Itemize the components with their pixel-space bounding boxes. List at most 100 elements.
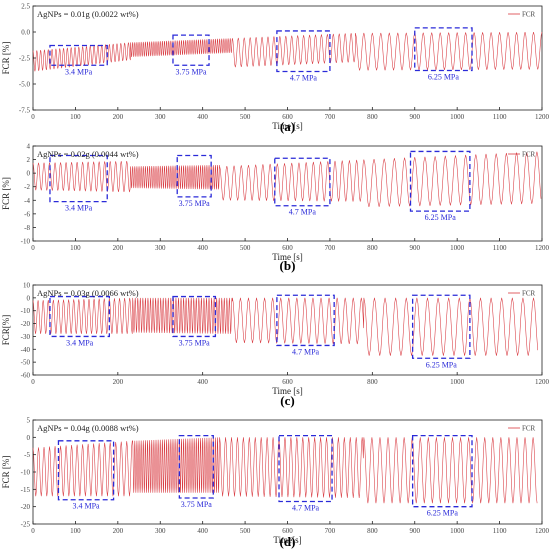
y-tick-label: 0 — [27, 294, 31, 302]
plot-frame — [32, 284, 543, 376]
pressure-region-box — [178, 434, 214, 499]
x-axis-label: Time[s] — [273, 535, 301, 545]
chart-panel-d: 3.4 MPa 3.75 MPa 4.7 MPa 6.25 MPa 0 100 200 300… — [1, 417, 550, 550]
pressure-region-box — [276, 30, 331, 73]
pressure-region-label: 3.4 MPa — [65, 67, 93, 76]
pressure-region-box — [172, 295, 217, 338]
x-tick-label: 1200 — [535, 378, 550, 386]
y-tick-label: -8 — [24, 224, 30, 232]
plot-frame — [32, 5, 543, 111]
x-tick-label: 300 — [155, 113, 166, 121]
pressure-region-box — [409, 150, 471, 212]
x-tick-label: 500 — [240, 244, 251, 252]
x-tick-label: 0 — [31, 244, 35, 252]
sample-annotation: AgNPs = 0.04g (0.0088 wt%) — [37, 423, 139, 433]
pressure-region-label: 3.75 MPa — [175, 67, 207, 76]
y-tick-label: -10 — [21, 469, 31, 477]
x-tick-label: 300 — [155, 527, 166, 535]
legend-label: FCR — [522, 425, 536, 433]
fcr-series-line — [32, 437, 538, 504]
pressure-region-box — [276, 294, 335, 347]
x-tick-label: 300 — [155, 244, 166, 252]
x-tick-label: 400 — [197, 527, 208, 535]
plot-frame — [32, 145, 543, 242]
x-tick-label: 100 — [70, 113, 81, 121]
y-tick-label: -50 — [21, 359, 31, 367]
panel-label: (b) — [280, 258, 296, 273]
y-tick-label: -5.0 — [19, 81, 31, 89]
legend-label: FCR — [522, 151, 536, 159]
x-tick-label: 500 — [240, 113, 251, 121]
y-tick-label: -4 — [24, 197, 30, 205]
pressure-region-box — [49, 154, 108, 203]
pressure-region-label: 6.25 MPa — [427, 509, 459, 518]
pressure-region-label: 4.7 MPa — [292, 347, 320, 356]
panel-label: (d) — [280, 534, 296, 549]
pressure-region-box — [49, 44, 108, 66]
sample-annotation: AgNPs = 0.03g (0.0066 wt%) — [37, 288, 139, 298]
x-tick-label: 1100 — [493, 113, 507, 121]
y-tick-label: -15 — [21, 486, 31, 494]
pressure-region-box — [278, 434, 333, 503]
pressure-region-label: 3.75 MPa — [179, 338, 211, 347]
x-tick-label: 700 — [325, 244, 336, 252]
x-tick-label: 1000 — [450, 244, 465, 252]
x-tick-label: 400 — [197, 244, 208, 252]
x-tick-label: 1000 — [450, 378, 465, 386]
x-tick-label: 200 — [113, 527, 124, 535]
y-tick-label: -60 — [21, 372, 31, 380]
x-tick-label: 0 — [31, 527, 35, 535]
y-tick-label: -25 — [21, 521, 31, 529]
x-tick-label: 800 — [367, 527, 378, 535]
x-tick-label: 500 — [240, 527, 251, 535]
x-tick-label: 800 — [367, 378, 378, 386]
pressure-region-box — [176, 154, 212, 198]
y-tick-label: 10 — [23, 282, 31, 290]
x-tick-label: 800 — [367, 244, 378, 252]
x-tick-label: 600 — [282, 113, 293, 121]
pressure-region-label: 3.4 MPa — [72, 502, 100, 511]
pressure-region-label: 3.75 MPa — [181, 500, 213, 509]
pressure-region-label: 4.7 MPa — [290, 74, 318, 83]
chart-panel-a: 3.4 MPa 3.75 MPa 4.7 MPa 6.25 MPa 0 100 200 300… — [1, 3, 550, 135]
x-tick-label: 200 — [113, 113, 124, 121]
x-tick-label: 600 — [282, 527, 293, 535]
x-tick-label: 100 — [70, 527, 81, 535]
y-tick-label: 2.5 — [21, 3, 30, 11]
pressure-region-box — [274, 157, 331, 207]
x-tick-label: 600 — [282, 378, 293, 386]
pressure-region-label: 3.4 MPa — [65, 204, 93, 213]
pressure-region-label: 4.7 MPa — [292, 503, 320, 512]
y-axis-label: FCR [%] — [1, 456, 11, 489]
y-tick-label: 0 — [27, 434, 31, 442]
pressure-region-box — [57, 440, 115, 501]
x-axis-label: Time [s] — [272, 386, 302, 396]
pressure-region-label: 3.75 MPa — [179, 199, 211, 208]
y-tick-label: 0.0 — [21, 29, 30, 37]
y-tick-label: 4 — [27, 143, 31, 151]
y-axis-label: FCR[%] — [1, 315, 11, 346]
y-tick-label: -5 — [24, 451, 30, 459]
y-tick-label: -7.5 — [19, 107, 31, 115]
x-tick-label: 700 — [325, 113, 336, 121]
x-tick-label: 0 — [31, 378, 35, 386]
pressure-region-box — [49, 295, 111, 338]
x-tick-label: 1200 — [535, 527, 550, 535]
y-axis-label: FCR [%] — [1, 177, 11, 210]
pressure-region-box — [414, 27, 473, 72]
pressure-region-label: 6.25 MPa — [428, 72, 460, 81]
fcr-series-line — [32, 297, 539, 356]
x-tick-label: 800 — [367, 113, 378, 121]
y-tick-label: 2 — [27, 156, 31, 164]
y-tick-label: -40 — [21, 346, 31, 354]
pressure-region-label: 4.7 MPa — [289, 208, 317, 217]
pressure-region-box — [411, 294, 471, 359]
y-tick-label: -2 — [24, 183, 30, 191]
x-axis-label: Time [s] — [272, 252, 302, 262]
y-tick-label: 5 — [27, 417, 31, 425]
y-tick-label: -10 — [21, 238, 31, 246]
x-tick-label: 600 — [282, 244, 293, 252]
y-tick-label: -10 — [21, 307, 31, 315]
panel-label: (a) — [280, 119, 295, 134]
